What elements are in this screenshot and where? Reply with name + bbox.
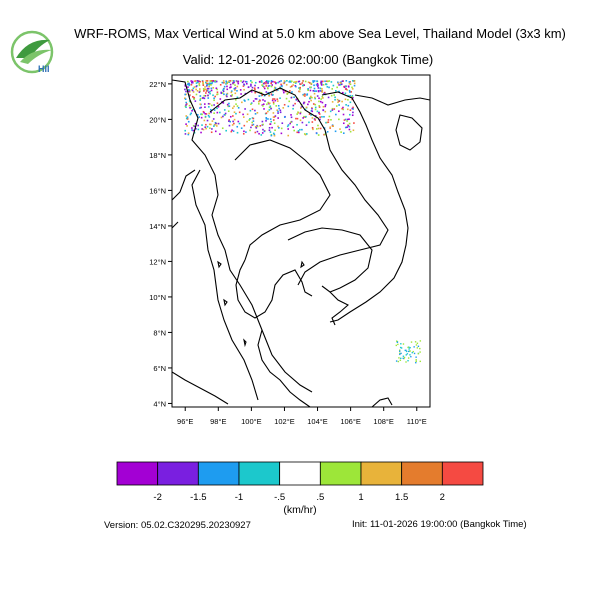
colorbar-label: -.5 (274, 492, 286, 503)
colorbar-label: -1.5 (190, 492, 207, 503)
colorbar-label: 1.5 (395, 492, 409, 503)
map-frame (171, 74, 431, 408)
colorbar-unit: (km/hr) (283, 504, 317, 516)
colorbar-swatch (197, 461, 240, 486)
map-title: WRF-ROMS, Max Vertical Wind at 5.0 km ab… (74, 26, 566, 41)
lon-tick-label: 102°E (274, 417, 295, 426)
lat-tick-label: 10°N (149, 293, 166, 302)
wind-field-speckle (184, 80, 422, 364)
lat-tick-label: 14°N (149, 222, 166, 231)
colorbar-label: -1 (234, 492, 244, 503)
lat-tick-label: 22°N (149, 80, 166, 89)
map-axes: 22°N 20°N 18°N 16°N 14°N 12°N 10°N 8°N 6°N 4°N 96°… (149, 74, 431, 426)
lat-tick-label: 18°N (149, 151, 166, 160)
lon-tick-label: 110°E (407, 417, 427, 426)
lat-tick-label: 8°N (153, 328, 166, 337)
colorbar-swatch (157, 461, 199, 486)
colorbar-swatch (319, 461, 362, 486)
colorbar-swatch (401, 461, 443, 486)
colorbar (116, 461, 484, 486)
colorbar-swatch (279, 461, 321, 486)
lon-tick-label: 98°E (210, 417, 226, 426)
init-time: Init: 11-01-2026 19:00:00 (Bangkok Time) (352, 519, 527, 530)
lat-tick-label: 6°N (153, 364, 166, 373)
valid-time: Valid: 12-01-2026 02:00:00 (Bangkok Time… (182, 52, 434, 67)
hii-logo: HII (10, 30, 54, 74)
colorbar-label: 2 (439, 492, 445, 503)
colorbar-label: -2 (153, 492, 162, 503)
lat-tick-label: 4°N (153, 399, 166, 408)
colorbar-swatch (441, 461, 484, 486)
lat-tick-label: 16°N (149, 186, 166, 195)
lon-tick-label: 106°E (340, 417, 361, 426)
coastlines-borders (172, 79, 430, 407)
lat-tick-label: 20°N (149, 115, 166, 124)
lon-tick-label: 104°E (307, 417, 328, 426)
colorbar-label: 1 (358, 492, 364, 503)
version-text: Version: 05.02.C320295.20230927 (104, 520, 251, 531)
lon-tick-label: 108°E (373, 417, 394, 426)
colorbar-label: .5 (316, 492, 325, 503)
svg-text:HII: HII (38, 64, 50, 74)
colorbar-swatch (116, 461, 159, 486)
colorbar-swatch (238, 461, 281, 486)
lat-tick-label: 12°N (149, 257, 166, 266)
lon-tick-label: 100°E (241, 417, 262, 426)
colorbar-swatch (360, 461, 403, 486)
lon-tick-label: 96°E (177, 417, 193, 426)
